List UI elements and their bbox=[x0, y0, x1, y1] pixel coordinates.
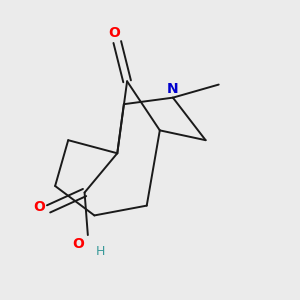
Text: O: O bbox=[33, 200, 45, 214]
Text: N: N bbox=[167, 82, 179, 96]
Text: O: O bbox=[108, 26, 120, 40]
Text: O: O bbox=[73, 237, 85, 251]
Text: H: H bbox=[96, 245, 106, 258]
